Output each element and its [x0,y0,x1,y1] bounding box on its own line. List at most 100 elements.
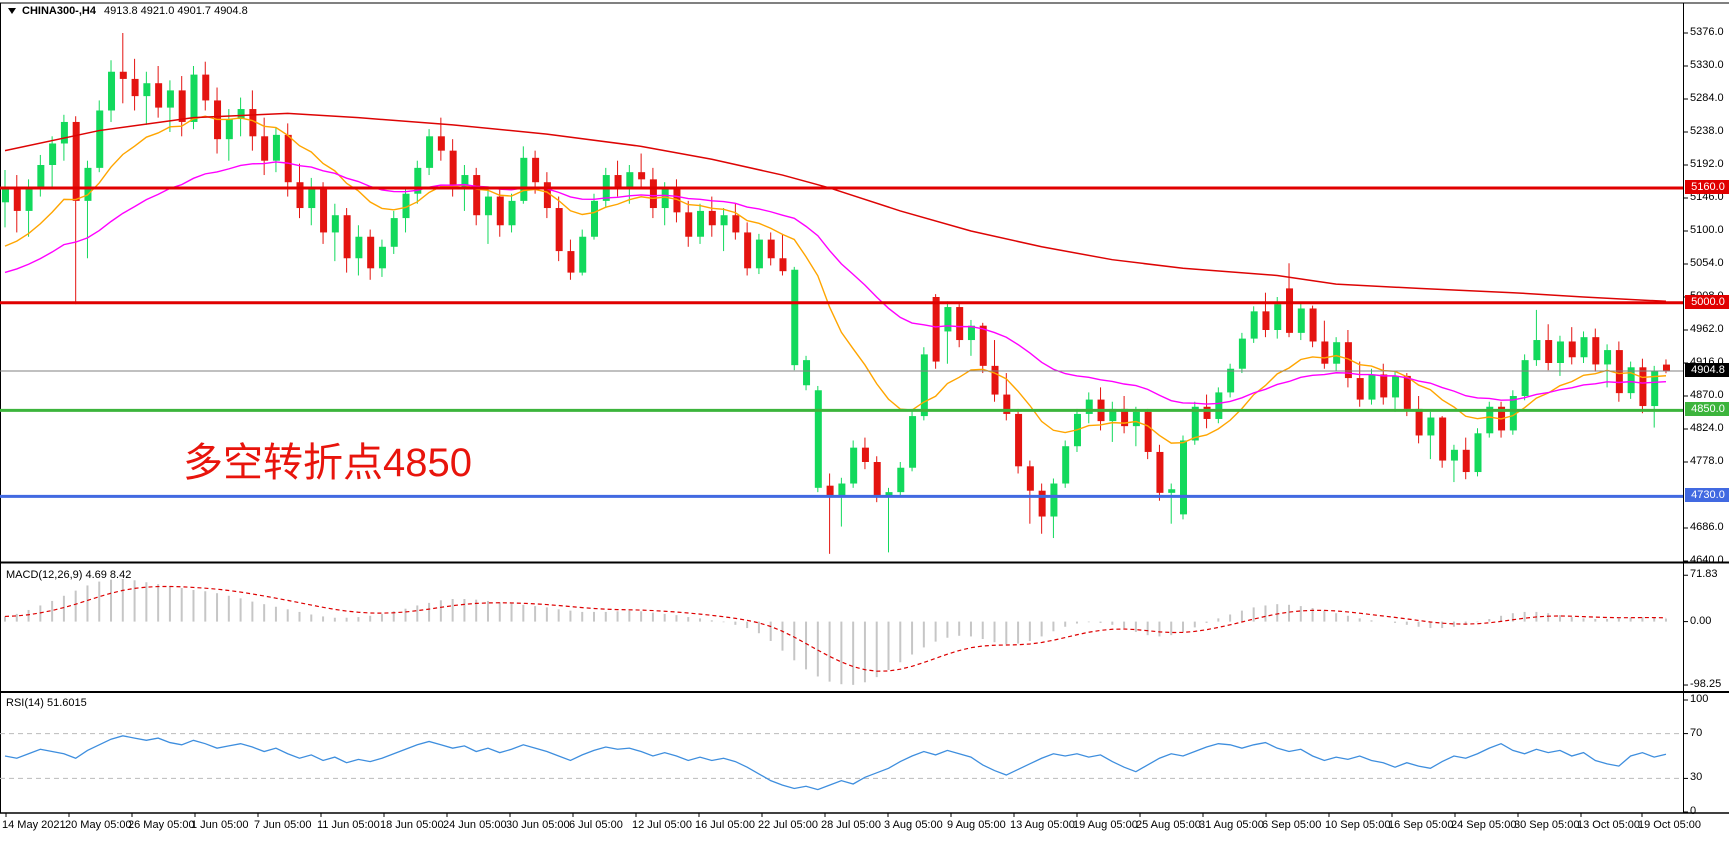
candle-body [1651,370,1659,407]
candle-body [873,461,881,497]
time-axis-label: 1 Jun 05:00 [191,819,249,831]
candle-body [1592,337,1600,365]
time-axis-label: 13 Oct 05:00 [1577,819,1640,831]
candle-body [1380,374,1388,398]
candle-body [1556,341,1564,363]
candle-body [708,210,716,226]
time-axis-label: 24 Jun 05:00 [443,819,507,831]
time-axis-label: 16 Jul 05:00 [695,819,755,831]
time-axis[interactable]: 14 May 2021 20 May 05:00 26 May 05:00 1 Jun… [0,817,1729,839]
chart-symbol-timeframe: CHINA300-,H4 [22,5,96,17]
time-axis-label: 7 Jun 05:00 [254,819,312,831]
candle-body [60,121,68,144]
candle-body [308,189,316,209]
price-level-badge-5160.0: 5160.0 [1685,179,1729,194]
title-bar: CHINA300-,H4 4913.8 4921.0 4901.7 4904.8 [8,5,248,17]
time-axis-label: 6 Sep 05:00 [1262,819,1322,831]
price-tick-label: 5376.0 [1690,26,1724,38]
candle-body [932,296,940,362]
time-axis-label: 24 Sep 05:00 [1451,819,1517,831]
candle-body [1274,304,1282,330]
candle-body [1392,375,1400,398]
candle-body [1191,406,1199,441]
candle-body [378,246,386,269]
price-tick-label: 5192.0 [1690,157,1724,170]
time-axis-label: 22 Jul 05:00 [758,819,818,831]
candle-body [1368,374,1376,400]
candle-body [461,175,469,187]
time-axis-label: 10 Sep 05:00 [1325,819,1391,831]
candle-body [355,236,363,259]
time-axis-label: 16 Sep 05:00 [1388,819,1454,831]
candle-body [1604,350,1612,365]
candle-body [1509,395,1517,431]
candle-body [426,136,434,168]
time-axis-label: 12 Jul 05:00 [632,819,692,831]
current-price-badge: 4904.8 [1685,363,1729,378]
candle-body [1238,338,1246,369]
candle-body [1168,489,1176,493]
rsi-tick-label: 0 [1690,805,1697,817]
candle-body [13,186,21,211]
time-axis-label: 11 Jun 05:00 [317,819,380,831]
candle-body [1026,466,1034,491]
candle-body [108,71,116,111]
candle-body [532,157,540,183]
candle-body [944,307,952,332]
candle-body [343,215,351,259]
candle-body [861,447,869,462]
candle-body [449,150,457,187]
candle-body [720,215,728,226]
candle-body [1615,350,1623,394]
price-tick-label: 5100.0 [1690,223,1724,236]
candle-body [25,187,33,211]
candle-body [1545,340,1553,363]
candle-body [638,172,646,180]
candle-body [885,492,893,497]
candle-body [1038,490,1046,517]
macd-tick-label: -98.25 [1690,678,1722,691]
candle-body [296,182,304,209]
candle-body [390,218,398,247]
macd-indicator-label: MACD(12,26,9) 4.69 8.42 [6,569,132,581]
candle-body [1286,288,1294,333]
candle-body [1333,342,1341,364]
candle-body [967,325,975,341]
candle-body [402,193,410,219]
axis-ticks [5,32,1688,817]
candle-body [496,196,504,226]
candle-body [1580,337,1588,358]
symbol-dropdown-icon[interactable] [8,8,16,14]
candle-body [508,200,516,226]
candle-body [850,447,858,484]
ma-mid-line [4,161,1667,405]
candle-body [1215,392,1223,419]
candle-body [1262,311,1270,330]
candle-body [1427,417,1435,436]
candle-body [591,200,598,237]
candle-body [991,365,999,395]
candle-body [84,167,92,201]
candle-body [1309,308,1317,342]
candle-body [803,360,811,386]
candle-body [626,172,634,187]
candle-body [920,354,928,417]
price-tick-label: 5284.0 [1690,91,1724,104]
candle-body [202,74,210,101]
time-axis-label: 19 Oct 05:00 [1638,819,1701,831]
candle-body [1415,408,1423,436]
candle-body [437,136,445,151]
time-axis-label: 28 Jul 05:00 [821,819,881,831]
candle-body [767,239,775,259]
candle-body [1403,375,1411,409]
candle-body [685,212,693,237]
candle-body [520,157,528,201]
candle-body [414,167,422,194]
candle-body [225,119,233,140]
candle-body [814,390,822,488]
candle-body [1085,399,1093,414]
candle-body [1003,394,1011,414]
candle-body [579,236,587,273]
candle-body [744,232,752,269]
